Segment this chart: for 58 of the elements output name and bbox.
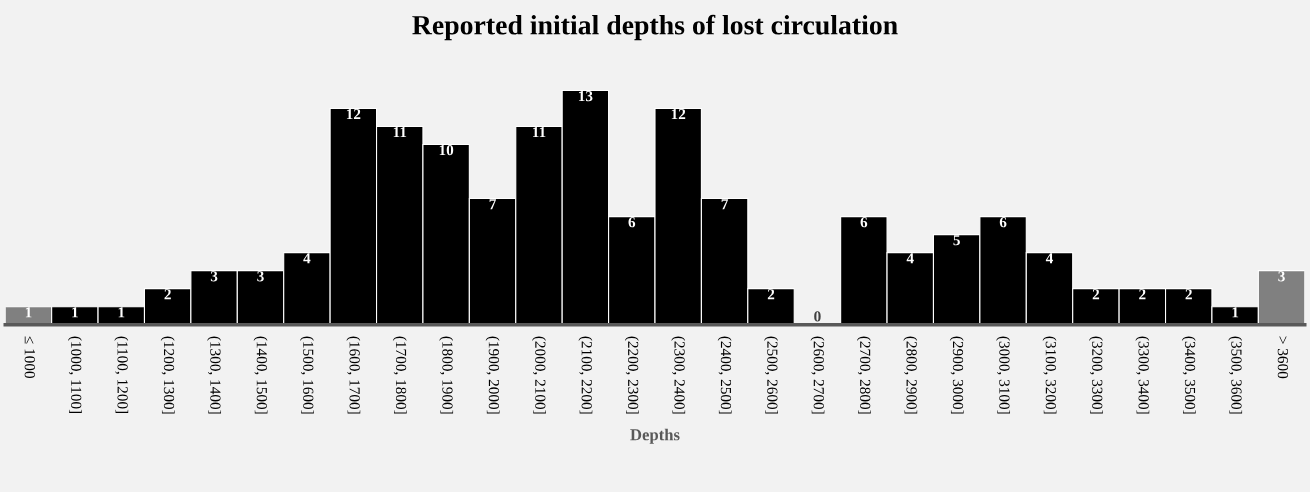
x-tick-label: (2300, 2400] [671, 336, 686, 414]
x-tick-label: (3200, 3300] [1088, 336, 1103, 414]
data-label: 6 [628, 217, 636, 228]
x-tick-label: (1900, 2000] [485, 336, 500, 414]
data-label: 3 [1278, 271, 1285, 282]
x-tick-label: > 3600 [1277, 336, 1289, 379]
data-label: 11 [532, 126, 546, 138]
x-tick-label: (2200, 2300] [624, 336, 639, 414]
data-label: 12 [671, 108, 686, 120]
chart-title: Reported initial depths of lost circulation [412, 14, 898, 41]
x-tick-label: (2600, 2700] [810, 336, 825, 414]
data-label: 1 [1232, 307, 1239, 318]
x-tick-label: (1800, 1900] [439, 336, 454, 414]
data-label: 6 [860, 217, 868, 228]
data-label: 4 [303, 253, 311, 264]
x-tick-label: (2700, 2800] [856, 336, 871, 414]
x-tick-label: (2500, 2600] [764, 336, 778, 414]
data-label: 13 [578, 90, 593, 102]
data-label: 7 [721, 199, 729, 210]
x-axis-title: Depths [630, 428, 680, 444]
data-label: 7 [489, 199, 497, 210]
x-tick-label: ≤ 1000 [24, 336, 35, 379]
x-tick-label: (2800, 2900] [903, 336, 918, 414]
data-label: 2 [1185, 289, 1192, 300]
x-tick-label: (1700, 1800] [392, 336, 407, 414]
data-label: 3 [210, 271, 218, 282]
data-label: 4 [906, 253, 914, 264]
x-tick-label: (2000, 2100] [532, 336, 546, 414]
data-label: 1 [25, 307, 32, 318]
data-label: 2 [164, 289, 171, 300]
x-tick-label: (1600, 1700] [346, 336, 361, 414]
data-label: 12 [346, 108, 361, 120]
data-label: 2 [1139, 289, 1146, 300]
data-label: 3 [257, 271, 264, 282]
data-label: 4 [1045, 253, 1054, 264]
x-tick-label: (1200, 1300] [160, 336, 175, 414]
data-label: 2 [1092, 289, 1100, 300]
data-label: 2 [767, 289, 775, 300]
data-label: 6 [999, 217, 1007, 228]
x-tick-label: (1000, 1100] [67, 336, 82, 414]
data-label: 5 [953, 235, 960, 246]
x-tick-label: (1500, 1600] [299, 336, 314, 414]
x-tick-label: (3400, 3500] [1181, 336, 1196, 414]
x-tick-label: (3100, 3200] [1042, 336, 1057, 414]
x-tick-label: (3500, 3600] [1228, 336, 1243, 414]
x-tick-label: (3300, 3400] [1135, 336, 1150, 414]
x-tick-label: (2900, 3000] [949, 336, 964, 414]
data-label: 1 [72, 307, 78, 318]
x-tick-label: (1300, 1400] [207, 336, 222, 414]
x-tick-label: (3000, 3100] [996, 336, 1011, 414]
data-label: 10 [439, 144, 454, 156]
x-tick-label: (1100, 1200] [114, 336, 129, 414]
data-label: 1 [118, 307, 125, 318]
x-tick-label: (2100, 2200] [578, 336, 593, 414]
data-label: 11 [393, 126, 407, 138]
x-tick-label: (1400, 1500] [253, 336, 268, 414]
x-tick-label: (2400, 2500] [717, 336, 732, 414]
data-label: 0 [814, 311, 821, 322]
